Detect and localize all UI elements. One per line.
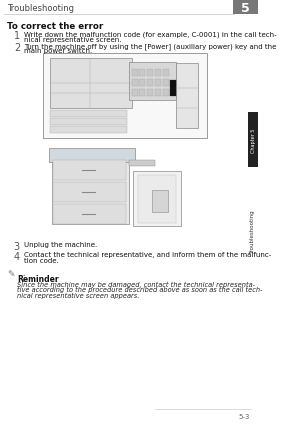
Text: 5: 5 bbox=[241, 2, 250, 14]
FancyBboxPatch shape bbox=[147, 80, 153, 86]
FancyBboxPatch shape bbox=[129, 63, 176, 101]
Text: ...: ... bbox=[17, 268, 26, 277]
Text: 4: 4 bbox=[14, 252, 20, 262]
FancyBboxPatch shape bbox=[50, 59, 132, 109]
FancyBboxPatch shape bbox=[129, 160, 155, 166]
Text: To correct the error: To correct the error bbox=[7, 22, 103, 31]
FancyBboxPatch shape bbox=[155, 89, 161, 97]
FancyBboxPatch shape bbox=[163, 89, 169, 97]
FancyBboxPatch shape bbox=[152, 190, 168, 212]
FancyBboxPatch shape bbox=[132, 70, 138, 77]
FancyBboxPatch shape bbox=[50, 118, 128, 126]
Text: Since the machine may be damaged, contact the technical representa-: Since the machine may be damaged, contac… bbox=[17, 281, 255, 287]
FancyBboxPatch shape bbox=[138, 175, 176, 223]
Text: 3: 3 bbox=[14, 242, 20, 252]
FancyBboxPatch shape bbox=[248, 112, 258, 167]
Text: tion code.: tion code. bbox=[24, 257, 59, 263]
FancyBboxPatch shape bbox=[170, 81, 177, 97]
FancyBboxPatch shape bbox=[147, 89, 153, 97]
FancyBboxPatch shape bbox=[233, 1, 258, 15]
FancyBboxPatch shape bbox=[147, 70, 153, 77]
Text: Chapter 5: Chapter 5 bbox=[250, 128, 256, 153]
FancyBboxPatch shape bbox=[53, 160, 126, 180]
FancyBboxPatch shape bbox=[53, 204, 126, 224]
FancyBboxPatch shape bbox=[50, 111, 128, 118]
FancyBboxPatch shape bbox=[132, 80, 138, 86]
Text: 5-3: 5-3 bbox=[238, 413, 250, 419]
FancyBboxPatch shape bbox=[140, 80, 146, 86]
Text: Write down the malfunction code (for example, C-0001) in the call tech-: Write down the malfunction code (for exa… bbox=[24, 31, 277, 37]
Text: Turn the machine off by using the [Power] (auxiliary power) key and the: Turn the machine off by using the [Power… bbox=[24, 43, 277, 50]
FancyBboxPatch shape bbox=[155, 70, 161, 77]
FancyBboxPatch shape bbox=[155, 80, 161, 86]
FancyBboxPatch shape bbox=[176, 64, 198, 129]
Text: Unplug the machine.: Unplug the machine. bbox=[24, 242, 97, 248]
Text: Troubleshooting: Troubleshooting bbox=[250, 210, 256, 254]
Text: main power switch.: main power switch. bbox=[24, 49, 92, 55]
Text: ✎: ✎ bbox=[7, 269, 14, 278]
FancyBboxPatch shape bbox=[52, 150, 129, 224]
FancyBboxPatch shape bbox=[140, 70, 146, 77]
Text: Troubleshooting: Troubleshooting bbox=[7, 3, 74, 12]
FancyBboxPatch shape bbox=[163, 70, 169, 77]
Text: 1: 1 bbox=[14, 31, 20, 41]
FancyBboxPatch shape bbox=[50, 127, 128, 133]
Text: 2: 2 bbox=[14, 43, 20, 53]
Text: Contact the technical representative, and inform them of the malfunc-: Contact the technical representative, an… bbox=[24, 252, 271, 258]
Text: nical representative screen appears.: nical representative screen appears. bbox=[17, 292, 140, 298]
FancyBboxPatch shape bbox=[140, 89, 146, 97]
FancyBboxPatch shape bbox=[43, 54, 206, 138]
FancyBboxPatch shape bbox=[163, 80, 169, 86]
FancyBboxPatch shape bbox=[134, 171, 181, 226]
FancyBboxPatch shape bbox=[132, 89, 138, 97]
Text: tive according to the procedure described above as soon as the call tech-: tive according to the procedure describe… bbox=[17, 287, 263, 293]
Text: Reminder: Reminder bbox=[17, 275, 59, 284]
FancyBboxPatch shape bbox=[49, 148, 135, 162]
Text: nical representative screen.: nical representative screen. bbox=[24, 37, 122, 43]
FancyBboxPatch shape bbox=[53, 182, 126, 202]
